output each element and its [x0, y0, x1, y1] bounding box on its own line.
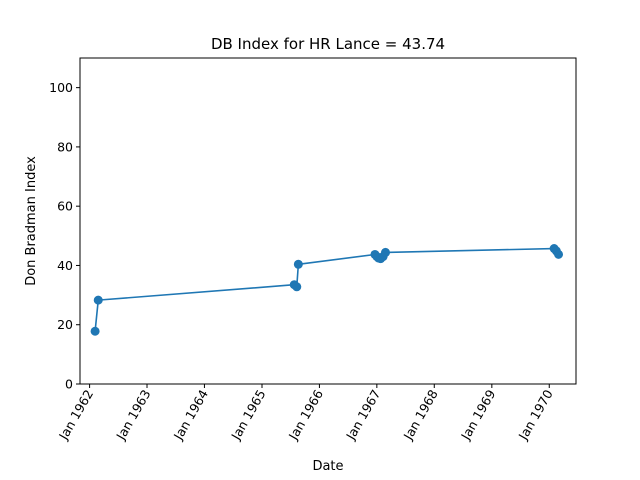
plot-layer	[90, 244, 564, 336]
x-tick-label: Jan 1962	[55, 387, 96, 443]
x-tick-label: Jan 1967	[342, 387, 383, 443]
series-line	[94, 247, 560, 332]
data-point	[93, 295, 103, 305]
y-tick-label: 40	[57, 258, 73, 273]
y-tick-label: 20	[57, 317, 73, 332]
ticks-layer: 0 20 40 60 80 100 Jan 1962 Jan 1963 Jan 1964 Jan …	[49, 80, 556, 443]
x-axis-label: Date	[312, 459, 343, 474]
chart-title: DB Index for HR Lance = 43.74	[211, 35, 445, 53]
data-point	[90, 326, 100, 336]
x-tick-label: Jan 1964	[170, 387, 211, 443]
y-tick-label: 60	[57, 199, 73, 214]
y-tick-label: 100	[49, 80, 73, 95]
x-tick-label: Jan 1968	[400, 387, 441, 443]
x-tick-label: Jan 1969	[457, 387, 498, 443]
x-tick-label: Jan 1965	[228, 387, 269, 443]
y-tick-label: 80	[57, 139, 73, 154]
plot-frame	[79, 57, 577, 385]
y-axis-label: Don Bradman Index	[24, 156, 39, 286]
data-point	[554, 249, 564, 259]
x-tick-label: Jan 1966	[285, 387, 326, 443]
y-tick-label: 0	[65, 377, 73, 392]
x-tick-label: Jan 1963	[113, 387, 154, 443]
x-tick-label: Jan 1970	[515, 387, 556, 443]
data-point	[293, 259, 303, 269]
data-point	[292, 282, 302, 292]
data-point	[381, 247, 390, 257]
